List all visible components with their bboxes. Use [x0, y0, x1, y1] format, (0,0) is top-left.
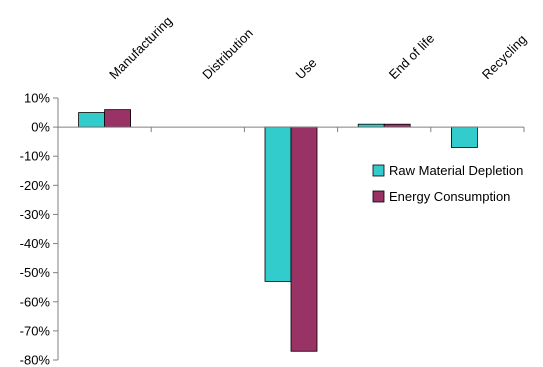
legend-swatch — [372, 190, 385, 203]
y-tick-label: -10% — [20, 149, 51, 164]
y-tick-label: -70% — [20, 323, 51, 338]
category-label: Distribution — [199, 26, 256, 83]
y-tick-label: 10% — [24, 91, 50, 106]
y-tick-label: -50% — [20, 265, 51, 280]
legend-swatch — [372, 164, 385, 177]
bar-energy-consumption — [290, 126, 318, 352]
legend-label: Energy Consumption — [389, 189, 510, 204]
y-tick-label: -20% — [20, 178, 51, 193]
y-axis-ticks: 10% 0% -10% -20% -30% -40% -50% -60% -70% -80% — [20, 91, 58, 367]
bar-energy-consumption — [104, 109, 131, 128]
category-label: Recycling — [479, 32, 529, 82]
y-tick-label: -40% — [20, 236, 51, 251]
category-label: End of life — [386, 31, 437, 82]
bars — [78, 109, 478, 352]
y-tick-label: -60% — [20, 294, 51, 309]
y-tick-label: 0% — [31, 120, 50, 135]
bar-raw-material-depletion — [78, 112, 105, 128]
axes — [57, 98, 525, 360]
legend-label: Raw Material Depletion — [389, 163, 523, 178]
category-labels: Manufacturing Distribution Use End of life R… — [106, 13, 529, 82]
y-tick-label: -30% — [20, 207, 51, 222]
y-tick-label: -80% — [20, 353, 51, 367]
category-label: Use — [293, 55, 320, 82]
bar-raw-material-depletion — [264, 126, 292, 282]
category-label: Manufacturing — [106, 13, 175, 82]
bar-raw-material-depletion — [450, 126, 478, 148]
legend: Raw Material Depletion Energy Consumption — [372, 163, 523, 204]
